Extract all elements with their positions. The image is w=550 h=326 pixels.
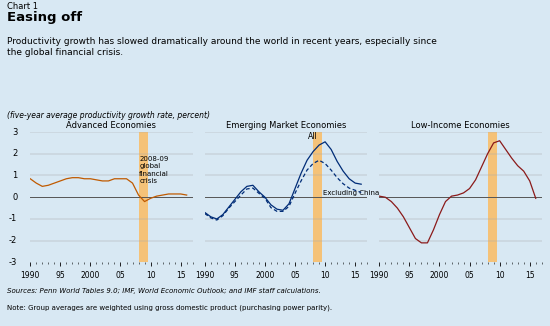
Title: Low-Income Economies: Low-Income Economies [411, 121, 510, 130]
Text: All: All [308, 132, 318, 141]
Bar [488, 132, 497, 262]
Bar [313, 132, 322, 262]
Bar [139, 132, 147, 262]
Text: (five-year average productivity growth rate, percent): (five-year average productivity growth r… [7, 111, 210, 120]
Title: Advanced Economies: Advanced Economies [67, 121, 156, 130]
Text: -2: -2 [9, 236, 17, 245]
Text: 0: 0 [12, 193, 17, 202]
Text: 1: 1 [12, 171, 17, 180]
Text: 3: 3 [12, 127, 17, 137]
Text: Excluding China: Excluding China [323, 190, 379, 196]
Text: -1: -1 [9, 215, 17, 223]
Text: 2008-09
global
financial
crisis: 2008-09 global financial crisis [139, 156, 169, 185]
Text: Note: Group averages are weighted using gross domestic product (purchasing power: Note: Group averages are weighted using … [7, 305, 332, 311]
Text: Productivity growth has slowed dramatically around the world in recent years, es: Productivity growth has slowed dramatica… [7, 37, 437, 57]
Title: Emerging Market Economies: Emerging Market Economies [226, 121, 346, 130]
Text: Chart 1: Chart 1 [7, 2, 37, 11]
Text: 2: 2 [12, 149, 17, 158]
Text: Sources: Penn World Tables 9.0; IMF, World Economic Outlook; and IMF staff calcu: Sources: Penn World Tables 9.0; IMF, Wor… [7, 288, 320, 294]
Text: Easing off: Easing off [7, 11, 82, 24]
Text: -3: -3 [9, 258, 17, 267]
